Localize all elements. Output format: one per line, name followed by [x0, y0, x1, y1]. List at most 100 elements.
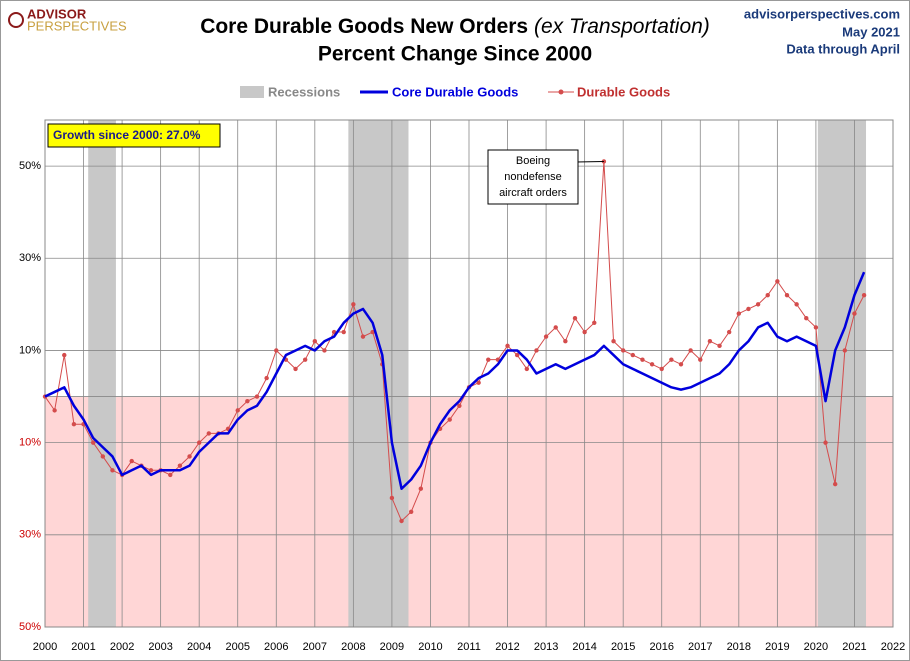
x-tick-label: 2019 — [765, 641, 789, 653]
data-point — [110, 468, 115, 473]
logo-text: ADVISOR — [27, 6, 87, 21]
data-point — [457, 403, 462, 408]
callout-pointer — [575, 160, 604, 163]
title-note: (ex Transportation) — [534, 15, 710, 38]
data-point — [71, 422, 77, 427]
data-point — [418, 486, 424, 491]
data-point — [784, 292, 790, 298]
x-tick-label: 2021 — [842, 641, 866, 653]
x-tick-label: 2018 — [727, 641, 751, 653]
x-tick-label: 2014 — [572, 641, 596, 653]
data-point — [370, 329, 375, 335]
logo-text: PERSPECTIVES — [27, 18, 127, 33]
data-point — [476, 380, 481, 385]
growth-box — [47, 123, 221, 148]
data-point — [611, 339, 616, 344]
data-point — [659, 366, 664, 372]
data-point — [852, 311, 857, 316]
data-point — [360, 334, 366, 339]
data-point — [563, 339, 568, 344]
x-tick-label: 2008 — [341, 641, 365, 653]
data-point — [572, 315, 578, 321]
data-point — [129, 458, 134, 464]
y-tick-label: 10% — [19, 344, 41, 356]
data-point — [649, 362, 655, 367]
data-point — [592, 320, 597, 325]
x-tick-label: 2006 — [264, 641, 288, 653]
y-tick-label: 50% — [19, 160, 41, 172]
data-point — [553, 325, 558, 330]
plot-border — [44, 119, 894, 628]
title-main: Core Durable Goods New Orders — [200, 15, 528, 38]
data-point — [765, 292, 770, 298]
x-tick-label: 2017 — [688, 641, 712, 653]
data-point — [688, 348, 693, 353]
data-point — [736, 311, 742, 316]
data-point — [264, 375, 269, 381]
x-tick-label: 2020 — [804, 641, 828, 653]
callout-text: nondefense — [504, 171, 562, 183]
data-point — [582, 329, 587, 335]
data-point — [148, 468, 154, 473]
callout-box — [487, 149, 579, 205]
chart-subtitle: Percent Change Since 2000 — [318, 43, 592, 66]
data-point — [524, 366, 530, 372]
data-point — [486, 357, 491, 362]
x-tick-label: 2002 — [110, 641, 134, 653]
data-point — [775, 279, 780, 284]
series-line — [44, 271, 866, 490]
data-point — [755, 302, 761, 307]
x-tick-label: 2016 — [649, 641, 673, 653]
chart-title: Core Durable Goods New Orders (ex Transp… — [200, 15, 710, 38]
data-point — [669, 357, 674, 362]
growth-label: Growth since 2000: 27.0% — [53, 128, 201, 142]
data-point — [187, 454, 192, 459]
data-point — [177, 463, 183, 468]
callout-text: Boeing — [516, 155, 550, 167]
data-point — [206, 431, 212, 436]
x-tick-label: 2005 — [225, 641, 249, 653]
legend-swatch — [558, 89, 564, 95]
source: advisorperspectives.com — [744, 6, 900, 21]
y-tick-label: 50% — [19, 621, 41, 633]
source: May 2021 — [842, 24, 900, 39]
data-point — [341, 329, 346, 335]
data-point — [534, 348, 539, 353]
data-point — [62, 352, 67, 358]
recession-band — [817, 120, 867, 627]
data-point — [322, 348, 327, 353]
x-tick-label: 2003 — [148, 641, 172, 653]
x-tick-label: 2001 — [71, 641, 95, 653]
data-point — [293, 366, 298, 372]
legend-label: Durable Goods — [577, 84, 670, 99]
callout-text: aircraft orders — [499, 187, 567, 199]
data-point — [861, 292, 867, 298]
legend-swatch — [240, 86, 264, 98]
data-point — [842, 348, 848, 353]
data-point — [235, 408, 240, 413]
data-point — [447, 417, 452, 422]
data-point — [254, 394, 260, 399]
data-point — [543, 334, 549, 339]
x-tick-label: 2012 — [495, 641, 519, 653]
recession-band — [348, 120, 409, 627]
recession-band — [88, 120, 116, 627]
x-tick-label: 2010 — [418, 641, 442, 653]
data-point — [274, 348, 279, 353]
x-tick-label: 2000 — [33, 641, 57, 653]
data-point — [100, 454, 106, 459]
data-point — [813, 325, 819, 330]
data-point — [804, 315, 809, 321]
data-point — [746, 306, 751, 312]
x-tick-label: 2009 — [380, 641, 404, 653]
y-tick-label: 30% — [19, 252, 41, 264]
data-point — [717, 343, 722, 349]
x-tick-label: 2015 — [611, 641, 635, 653]
x-tick-label: 2013 — [534, 641, 558, 653]
data-point — [678, 362, 684, 367]
data-point — [389, 495, 395, 501]
data-point — [245, 398, 250, 404]
data-point — [302, 357, 308, 362]
data-point — [832, 481, 838, 487]
